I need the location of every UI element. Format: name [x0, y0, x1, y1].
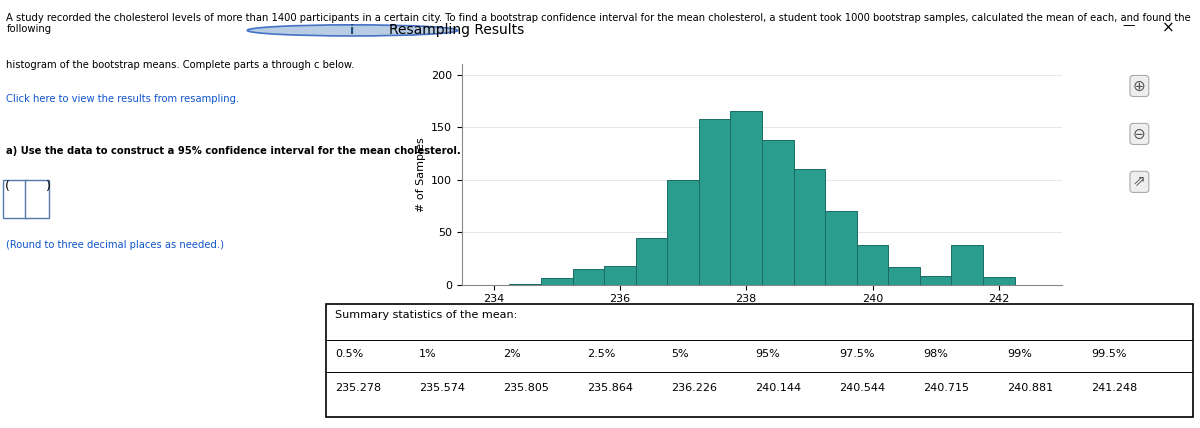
Text: 235.805: 235.805: [503, 383, 550, 393]
Y-axis label: # of Samples: # of Samples: [415, 137, 426, 212]
Text: 240.544: 240.544: [839, 383, 886, 393]
Bar: [793, 169, 826, 285]
FancyBboxPatch shape: [4, 180, 26, 218]
Text: 2.5%: 2.5%: [587, 349, 616, 359]
Text: (Round to three decimal places as needed.): (Round to three decimal places as needed…: [6, 240, 224, 250]
Bar: [572, 269, 604, 285]
Bar: [952, 245, 983, 285]
Text: 97.5%: 97.5%: [839, 349, 875, 359]
FancyBboxPatch shape: [25, 180, 49, 218]
Bar: [731, 111, 762, 285]
Text: Summary statistics of the mean:: Summary statistics of the mean:: [335, 309, 517, 320]
Text: —: —: [1122, 19, 1135, 32]
Text: ⊖: ⊖: [1133, 126, 1146, 141]
Text: A study recorded the cholesterol levels of more than 1400 participants in a cert: A study recorded the cholesterol levels …: [6, 13, 1192, 34]
Bar: [667, 180, 698, 285]
Bar: [636, 238, 667, 285]
Bar: [826, 211, 857, 285]
Text: (: (: [5, 180, 10, 193]
Text: 240.715: 240.715: [923, 383, 970, 393]
Text: 240.144: 240.144: [755, 383, 802, 393]
Text: 2%: 2%: [503, 349, 521, 359]
Bar: [604, 266, 636, 285]
Bar: [698, 119, 731, 285]
Bar: [920, 276, 952, 285]
Bar: [509, 284, 541, 285]
Text: 235.574: 235.574: [419, 383, 466, 393]
Text: ⊕: ⊕: [1133, 78, 1146, 93]
Text: i: i: [350, 24, 354, 37]
Bar: [762, 140, 793, 285]
Text: 240.881: 240.881: [1007, 383, 1054, 393]
Text: 235.864: 235.864: [587, 383, 634, 393]
Text: a) Use the data to construct a 95% confidence interval for the mean cholesterol.: a) Use the data to construct a 95% confi…: [6, 146, 461, 155]
X-axis label: Mean Cholesterol: Mean Cholesterol: [714, 310, 810, 320]
Bar: [541, 278, 572, 285]
Text: 99%: 99%: [1007, 349, 1032, 359]
Text: 0.5%: 0.5%: [335, 349, 364, 359]
Text: 95%: 95%: [755, 349, 780, 359]
Text: 236.226: 236.226: [671, 383, 718, 393]
Bar: [857, 245, 888, 285]
Text: 98%: 98%: [923, 349, 948, 359]
Text: 241.248: 241.248: [1092, 383, 1138, 393]
Text: Print: Print: [779, 395, 806, 408]
Text: ×: ×: [1162, 21, 1175, 36]
Text: Click here to view the results from resampling.: Click here to view the results from resa…: [6, 94, 240, 104]
Text: 1%: 1%: [419, 349, 437, 359]
Text: 99.5%: 99.5%: [1092, 349, 1127, 359]
Text: Done: Done: [860, 395, 892, 408]
Circle shape: [247, 25, 457, 36]
Bar: [983, 277, 1015, 285]
Text: 5%: 5%: [671, 349, 689, 359]
Text: 235.278: 235.278: [335, 383, 382, 393]
Text: Resampling Results: Resampling Results: [389, 24, 524, 37]
Text: histogram of the bootstrap means. Complete parts a through c below.: histogram of the bootstrap means. Comple…: [6, 60, 355, 70]
Text: ⇗: ⇗: [1133, 174, 1146, 190]
Text: ): ): [46, 180, 50, 193]
Bar: [888, 267, 920, 285]
